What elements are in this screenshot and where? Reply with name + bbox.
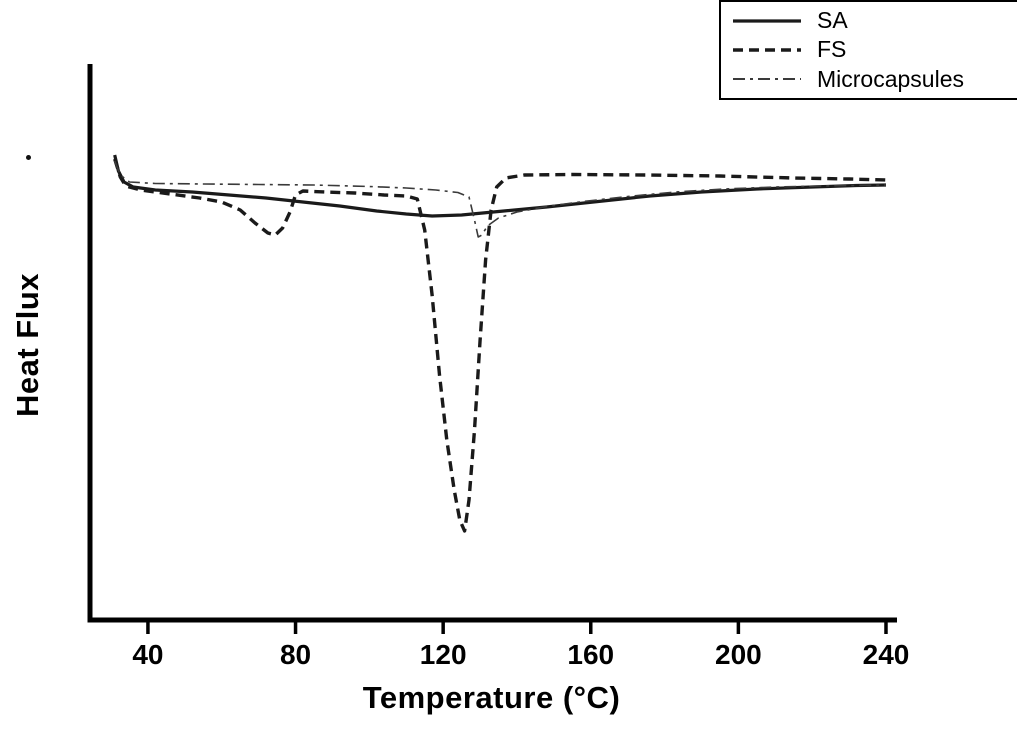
stray-dot <box>26 155 31 160</box>
series-line-microcapsules <box>113 160 887 238</box>
legend-item-sa: SA <box>731 7 1011 34</box>
x-axis-label: Temperature (°C) <box>362 680 621 715</box>
legend-item-microcapsules: Microcapsules <box>731 66 1011 93</box>
legend-label: SA <box>817 7 848 34</box>
x-tick-label: 240 <box>863 639 910 670</box>
x-tick-label: 160 <box>567 639 614 670</box>
legend-label: Microcapsules <box>817 65 964 92</box>
legend-line-swatch <box>733 78 801 81</box>
x-tick-label: 80 <box>280 639 311 670</box>
legend-item-fs: FS <box>731 36 1011 63</box>
legend-line-swatch <box>733 48 801 52</box>
x-tick-label: 120 <box>420 639 467 670</box>
y-axis-label: Heat Flux <box>10 272 45 418</box>
legend-box: SA FS Microcapsules <box>719 0 1017 100</box>
x-tick-label: 40 <box>132 639 163 670</box>
legend-line-swatch <box>733 19 801 23</box>
series-line-sa <box>113 154 887 218</box>
series-line-fs <box>113 158 887 533</box>
legend-label: FS <box>817 36 847 63</box>
x-tick-label: 200 <box>715 639 762 670</box>
